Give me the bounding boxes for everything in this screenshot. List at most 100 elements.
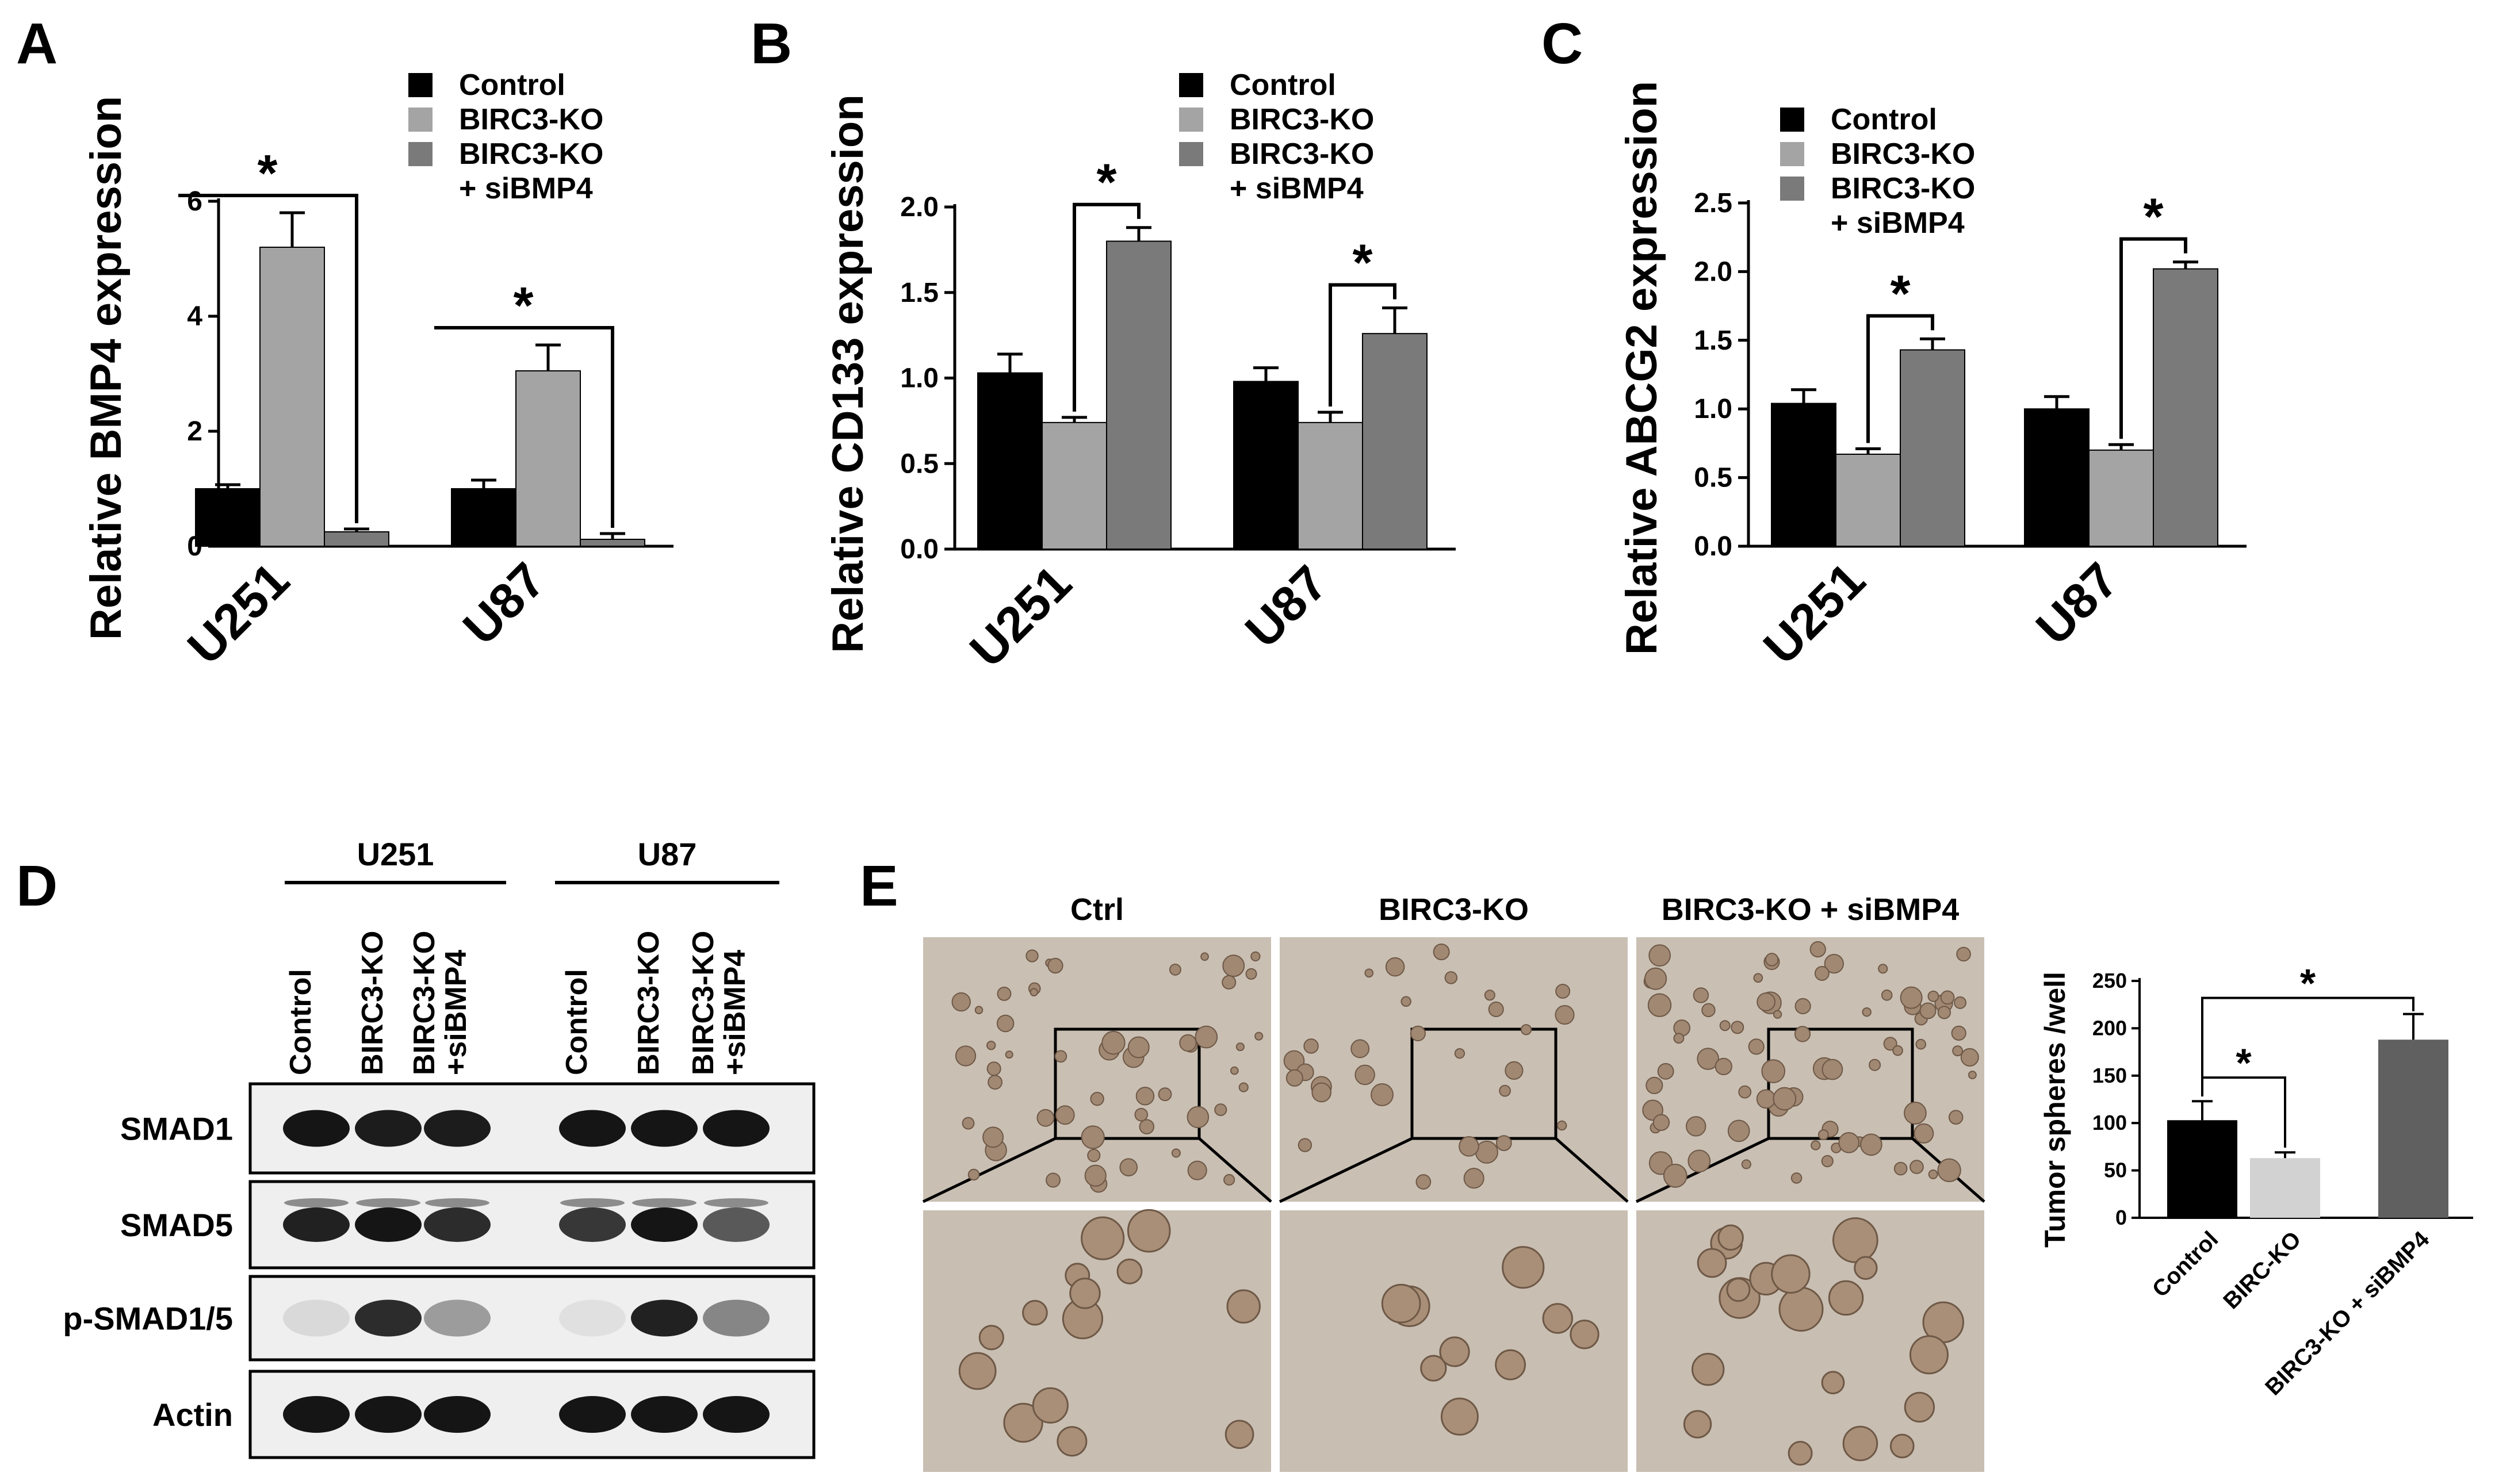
y-tick-label: 2.0 — [1694, 256, 1732, 287]
blot-band — [631, 1396, 698, 1433]
sphere — [1463, 1168, 1484, 1189]
sphere — [1046, 1172, 1061, 1188]
sphere — [1499, 1084, 1511, 1097]
bar-control — [195, 488, 261, 547]
bar-birc3-ko — [515, 370, 581, 547]
sphere — [1179, 1034, 1197, 1052]
y-tick-label: 0.5 — [900, 448, 939, 479]
sphere — [951, 992, 971, 1012]
bar-birc3-ko-sibmp4 — [1362, 333, 1428, 550]
sphere — [1646, 1076, 1663, 1094]
sphere — [1238, 1082, 1249, 1092]
sphere — [1444, 971, 1458, 984]
legend-swatch — [408, 108, 433, 132]
sphere — [1919, 1002, 1937, 1019]
bar-birc3-ko — [1298, 421, 1363, 550]
sphere — [974, 1006, 984, 1014]
significance-bracket — [1329, 283, 1396, 407]
sphere — [1223, 1174, 1235, 1186]
sphere — [1420, 1355, 1447, 1382]
blot-band — [631, 1110, 698, 1147]
sphere — [1952, 1045, 1963, 1057]
blot-band — [283, 1396, 350, 1433]
sphere — [1893, 1161, 1908, 1176]
sphere — [1854, 1256, 1878, 1280]
zoom-inset-box — [1410, 1027, 1558, 1140]
sphere — [1697, 1048, 1720, 1070]
sphere — [1788, 1441, 1813, 1466]
category-label: U251 — [959, 555, 1082, 678]
sphere — [1940, 990, 1955, 1005]
micrograph-label: BIRC3-KO + siBMP4 — [1662, 892, 1960, 927]
blot-lane-label: BIRC3-KO — [632, 931, 665, 1075]
blot-band — [355, 1110, 422, 1147]
significance-star: * — [513, 277, 533, 335]
sphere — [1116, 1258, 1143, 1284]
y-tick-label: 0.0 — [900, 534, 939, 565]
sphere — [1057, 1426, 1088, 1457]
sphere — [1731, 1021, 1744, 1034]
sphere — [1717, 1224, 1744, 1251]
sphere — [1794, 998, 1811, 1015]
zoom-line — [1198, 1137, 1272, 1203]
zoom-line — [922, 1137, 1057, 1203]
y-tick-label: 1.0 — [900, 363, 939, 394]
sphere — [1235, 1042, 1245, 1052]
sphere — [1697, 1248, 1727, 1278]
sphere — [1187, 1106, 1210, 1129]
sphere — [1951, 1025, 1966, 1041]
sphere — [955, 1045, 977, 1067]
category-label: U87 — [453, 553, 556, 655]
sphere — [978, 1325, 1004, 1351]
bar-birc3-ko-sibmp4 — [324, 531, 389, 547]
sphere — [1683, 1410, 1712, 1439]
sphere — [1454, 1048, 1465, 1059]
sphere — [1968, 1071, 1977, 1080]
sphere — [1909, 1335, 1949, 1375]
blot-band — [355, 1207, 422, 1242]
chart-B: Relative CD133 expression 0.0 0.5 1.0 1.5 2.0… — [824, 68, 1456, 678]
sphere — [1685, 1116, 1706, 1137]
blot-lane-label: Control — [560, 969, 594, 1075]
sphere — [1069, 1278, 1101, 1309]
sphere — [1440, 1397, 1479, 1436]
sphere — [1495, 1349, 1526, 1381]
sphere — [1032, 1387, 1069, 1424]
sphere — [1169, 963, 1181, 976]
sphere — [1757, 992, 1775, 1011]
sphere — [1171, 1148, 1181, 1158]
sphere — [1119, 1158, 1138, 1177]
sphere — [1101, 1030, 1126, 1055]
y-tick-label: 50 — [2104, 1159, 2127, 1182]
sphere — [1719, 1020, 1731, 1031]
sphere — [1222, 954, 1245, 977]
sphere — [1778, 1287, 1824, 1332]
sphere — [1520, 1024, 1532, 1036]
significance-star: * — [2143, 189, 2163, 246]
sphere — [1127, 1209, 1171, 1253]
bar-birc3-ko-sibmp4 — [580, 539, 645, 547]
sphere — [958, 1352, 997, 1390]
sphere — [1475, 1140, 1498, 1164]
blot-group-label: U251 — [357, 836, 434, 872]
legend-swatch — [1179, 73, 1203, 97]
sphere — [1838, 1132, 1859, 1153]
sphere — [1036, 1109, 1055, 1127]
sphere — [996, 1014, 1015, 1033]
sphere — [1254, 1031, 1264, 1041]
category-label: U251 — [177, 553, 300, 675]
blot-band-faint — [632, 1198, 697, 1207]
legend-swatch — [1179, 142, 1203, 166]
sphere — [1927, 990, 1939, 1002]
sphere — [1753, 973, 1763, 983]
sphere — [1773, 1010, 1782, 1019]
sphere — [1860, 1133, 1882, 1156]
bar-control — [1233, 381, 1299, 550]
blot-band — [703, 1207, 770, 1242]
legend-swatch — [1780, 142, 1804, 166]
sphere — [1459, 1136, 1479, 1157]
significance-bracket — [434, 326, 614, 528]
panel-label-A: A — [16, 11, 58, 76]
sphere — [1311, 1082, 1331, 1103]
micrograph-label: BIRC3-KO — [1379, 892, 1529, 927]
